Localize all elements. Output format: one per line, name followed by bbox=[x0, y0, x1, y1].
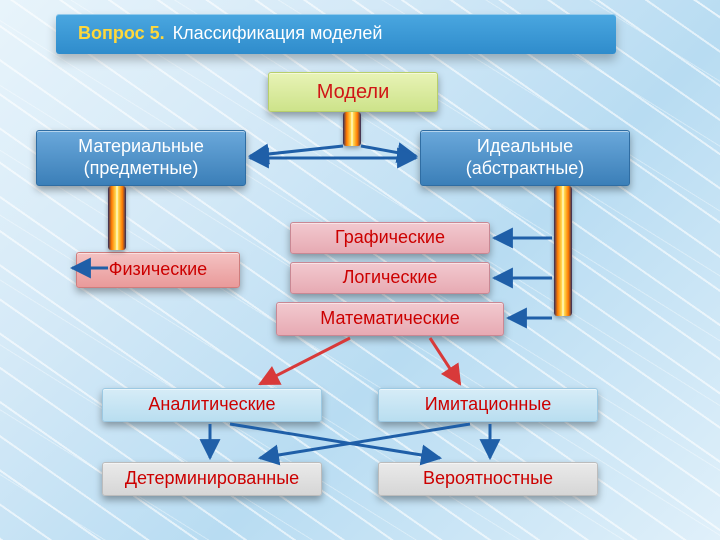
edge-arrow bbox=[361, 146, 416, 156]
node-ideal-label: Идеальные (абстрактные) bbox=[466, 136, 585, 179]
node-analytical: Аналитические bbox=[102, 388, 322, 422]
node-logical-label: Логические bbox=[343, 267, 438, 289]
question-number: Вопрос 5. bbox=[78, 23, 165, 45]
edge-arrow bbox=[230, 424, 440, 458]
node-simulation-label: Имитационные bbox=[425, 394, 552, 416]
edge-arrow bbox=[260, 424, 470, 458]
node-physical-label: Физические bbox=[109, 259, 207, 281]
connector-glow-material bbox=[108, 186, 126, 250]
slide-title: Вопрос 5. Классификация моделей bbox=[56, 14, 616, 54]
node-mathematical-label: Математические bbox=[320, 308, 459, 330]
node-simulation: Имитационные bbox=[378, 388, 598, 422]
node-root-label: Модели bbox=[317, 80, 390, 104]
node-ideal: Идеальные (абстрактные) bbox=[420, 130, 630, 186]
connector-glow-root bbox=[343, 112, 361, 146]
diagram-stage: Вопрос 5. Классификация моделей Модели М… bbox=[0, 0, 720, 540]
edge-arrow bbox=[260, 338, 350, 384]
edge-arrow bbox=[250, 146, 343, 156]
node-material-label: Материальные (предметные) bbox=[78, 136, 204, 179]
node-graphical-label: Графические bbox=[335, 227, 445, 249]
node-logical: Логические bbox=[290, 262, 490, 294]
node-deterministic: Детерминированные bbox=[102, 462, 322, 496]
node-probabilistic: Вероятностные bbox=[378, 462, 598, 496]
edge-arrow bbox=[430, 338, 460, 384]
node-mathematical: Математические bbox=[276, 302, 504, 336]
node-analytical-label: Аналитические bbox=[148, 394, 275, 416]
connector-glow-ideal bbox=[554, 186, 572, 316]
node-physical: Физические bbox=[76, 252, 240, 288]
node-graphical: Графические bbox=[290, 222, 490, 254]
node-material: Материальные (предметные) bbox=[36, 130, 246, 186]
node-probabilistic-label: Вероятностные bbox=[423, 468, 553, 490]
title-text: Классификация моделей bbox=[173, 23, 383, 45]
node-deterministic-label: Детерминированные bbox=[125, 468, 299, 490]
node-root: Модели bbox=[268, 72, 438, 112]
